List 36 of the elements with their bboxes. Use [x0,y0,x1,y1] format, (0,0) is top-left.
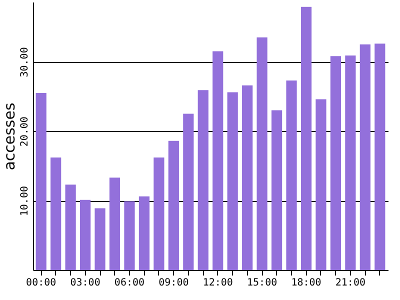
bar [154,158,164,270]
bar [227,92,238,270]
x-tick-label: 15:00 [247,278,278,288]
bar [80,200,91,270]
bar [138,196,150,270]
y-axis-title: accesses [0,102,18,170]
bar [374,44,386,270]
bar [271,110,282,270]
x-tick-label: 09:00 [158,278,189,288]
bar [183,114,194,270]
x-tick-label: 00:00 [26,278,56,288]
bar [300,6,312,270]
bar [256,37,268,270]
bar [94,208,106,270]
bar [36,92,46,270]
y-tick-label: 30.00 [20,47,30,78]
bar [168,140,179,270]
bar [242,85,253,270]
x-tick-label: 06:00 [114,278,145,288]
x-tick-label: 18:00 [291,278,322,288]
bar [109,178,120,270]
y-tick-label: 10.00 [20,186,30,216]
bar [65,184,76,270]
bar [345,55,356,270]
bar [212,51,224,270]
bar [286,80,297,270]
bar [124,201,135,270]
bar [330,56,342,270]
y-tick-label: 20.00 [20,116,30,147]
bar [198,90,208,270]
bar [360,44,370,270]
bar [316,99,326,270]
x-tick-label: 03:00 [70,278,100,288]
x-tick-label: 21:00 [335,278,366,288]
bar [50,158,62,270]
x-tick-label: 12:00 [202,278,233,288]
